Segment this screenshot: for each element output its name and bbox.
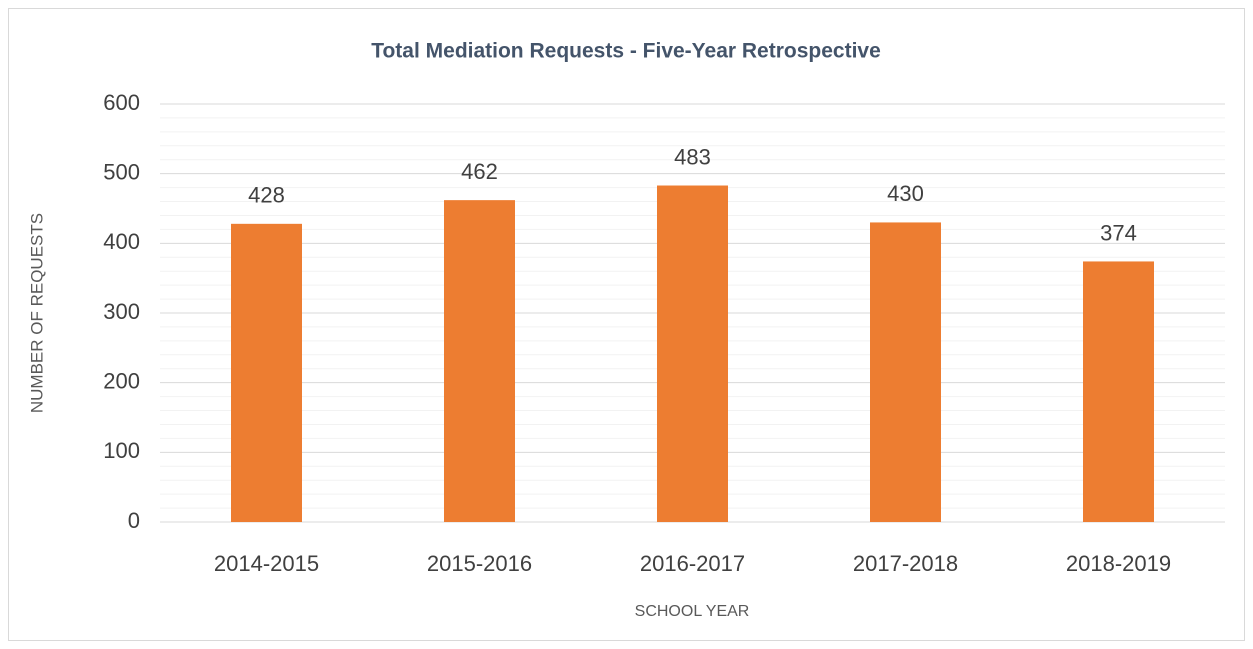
bar	[1083, 261, 1154, 522]
data-label: 430	[887, 181, 924, 206]
data-label: 483	[674, 144, 711, 169]
bar	[231, 223, 302, 522]
y-tick-label: 0	[128, 508, 140, 533]
y-tick-label: 500	[103, 159, 140, 184]
y-tick-label: 200	[103, 368, 140, 393]
chart-title: Total Mediation Requests - Five-Year Ret…	[371, 40, 881, 63]
data-label: 462	[461, 159, 498, 184]
bar	[444, 200, 515, 522]
y-tick-label: 600	[103, 90, 140, 115]
data-label: 428	[248, 183, 285, 208]
chart-border	[8, 8, 1245, 641]
y-tick-label: 100	[103, 438, 140, 463]
y-tick-label: 400	[103, 229, 140, 254]
bar	[657, 185, 728, 522]
bar	[870, 222, 941, 522]
y-tick-label: 300	[103, 299, 140, 324]
data-label: 374	[1100, 220, 1137, 245]
x-tick-label: 2017-2018	[853, 551, 958, 576]
y-axis-label: NUMBER OF REQUESTS	[27, 213, 46, 413]
x-tick-label: 2018-2019	[1066, 551, 1171, 576]
x-tick-label: 2015-2016	[427, 551, 532, 576]
x-tick-label: 2016-2017	[640, 551, 745, 576]
x-axis-label: SCHOOL YEAR	[635, 603, 750, 620]
x-tick-label: 2014-2015	[214, 551, 319, 576]
